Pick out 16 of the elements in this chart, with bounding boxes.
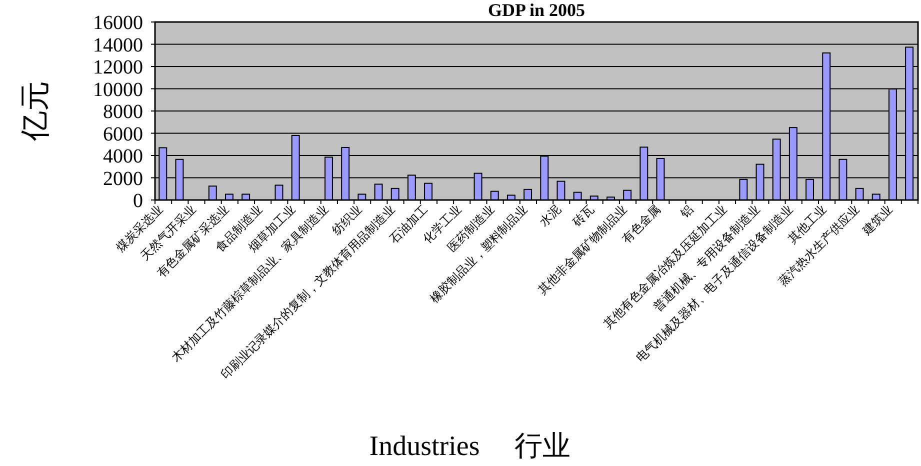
y-tick-label: 2000	[103, 168, 143, 190]
y-axis-title: 亿元	[19, 81, 52, 142]
x-tick-label: 铝	[677, 202, 696, 222]
x-tick-label: 水泥	[536, 202, 564, 230]
chart-title: GDP in 2005	[488, 0, 586, 20]
y-tick-label: 10000	[93, 78, 143, 101]
x-axis-title: Industries 行业	[369, 431, 571, 462]
y-tick-label: 4000	[103, 146, 143, 168]
y-tick-label: 6000	[103, 123, 143, 146]
y-tick-label: 0	[133, 190, 143, 212]
x-tick-label: 建筑业	[859, 202, 896, 238]
y-tick-label: 8000	[103, 101, 143, 123]
x-tick-label: 砖瓦	[569, 202, 597, 230]
y-tick-label: 12000	[93, 56, 143, 78]
y-tick-label: 16000	[93, 12, 143, 34]
y-tick-label: 14000	[93, 34, 143, 56]
